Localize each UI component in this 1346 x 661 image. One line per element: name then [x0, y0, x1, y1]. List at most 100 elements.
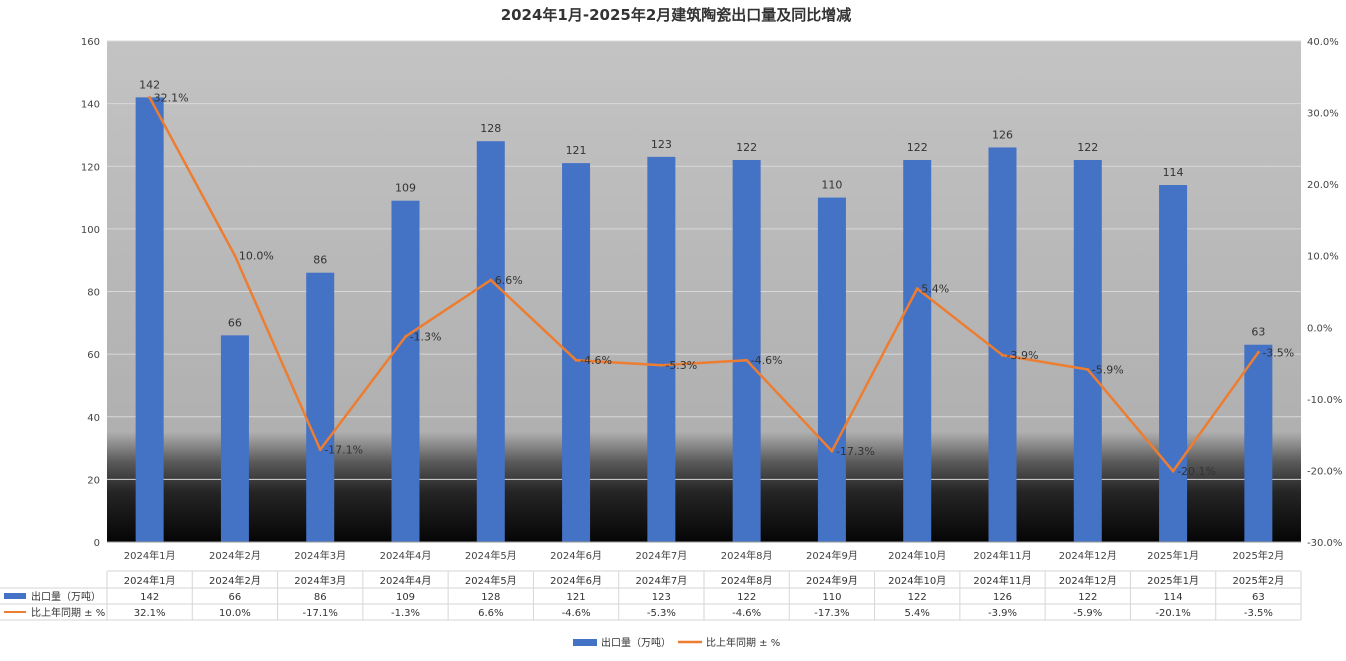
bar [817, 197, 846, 542]
line-data-label: -4.6% [580, 354, 612, 367]
table-header-cell: 2024年6月 [550, 574, 602, 587]
line-data-label: 32.1% [154, 92, 189, 105]
y-right-tick-label: 20.0% [1307, 180, 1339, 191]
line-data-label: 10.0% [239, 250, 274, 263]
line-point [1086, 368, 1090, 372]
line-point [1171, 469, 1175, 473]
line-point [915, 287, 919, 291]
table-cell: -4.6% [732, 608, 761, 619]
line-point [830, 449, 834, 453]
x-tick-label: 2024年2月 [209, 549, 261, 562]
table-cell: 6.6% [478, 608, 503, 619]
line-series: 32.1% 10.0% -17.1% -1.3% 6.6% -4.6% -5.3% -4.6%… [148, 92, 1294, 478]
table-cell: 126 [993, 592, 1012, 603]
table-cell: 122 [1078, 592, 1097, 603]
table-cell: -20.1% [1155, 608, 1190, 619]
y-left-tick-label: 100 [81, 225, 100, 236]
bar [903, 159, 932, 543]
bar-data-label: 142 [139, 78, 160, 91]
y-left-tick-label: 120 [81, 162, 100, 173]
line-point [1256, 350, 1260, 354]
table-cell: -1.3% [391, 608, 420, 619]
bar [732, 159, 761, 543]
table-cell: 66 [229, 592, 242, 603]
table-header-cell: 2024年4月 [380, 574, 432, 587]
table-header-cell: 2024年2月 [209, 574, 261, 587]
bar [1159, 185, 1188, 542]
y-right-tick-label: 0.0% [1307, 323, 1332, 334]
line-point [574, 358, 578, 362]
bar-data-label: 122 [907, 141, 928, 154]
x-tick-label: 2025年2月 [1232, 549, 1284, 562]
line-point [318, 448, 322, 452]
table-cell: 110 [822, 592, 841, 603]
bar [647, 156, 676, 542]
table-cell: 122 [737, 592, 756, 603]
table-cell: -5.3% [647, 608, 676, 619]
line-data-label: -20.1% [1177, 465, 1216, 478]
table-header-cell: 2024年12月 [1059, 574, 1117, 587]
line-data-label: -3.5% [1262, 346, 1294, 359]
line-point [1001, 353, 1004, 357]
y-right-tick-label: -10.0% [1307, 395, 1342, 406]
bar-data-label: 123 [651, 138, 672, 151]
bar-data-label: 128 [480, 122, 501, 135]
table-header-cell: 2024年1月 [124, 574, 176, 587]
table-cell: -3.9% [988, 608, 1017, 619]
table-cell: -17.3% [814, 608, 849, 619]
table-cell: 109 [396, 592, 415, 603]
table-cell: 86 [314, 592, 327, 603]
table-cell: -4.6% [562, 608, 591, 619]
bar-data-label: 66 [228, 316, 242, 329]
table-cell: 32.1% [134, 608, 166, 619]
table-legend-swatch [4, 593, 26, 599]
table-header-cell: 2024年8月 [721, 574, 773, 587]
y-left-tick-label: 160 [81, 37, 100, 48]
y-left-tick-label: 140 [81, 100, 100, 111]
table-header-cell: 2024年11月 [973, 574, 1031, 587]
bar [306, 272, 335, 542]
bar [476, 141, 505, 542]
bar-data-label: 109 [395, 182, 416, 195]
bar-data-label: 114 [1163, 166, 1184, 179]
y-left-tick-label: 20 [87, 475, 100, 486]
data-table: 2024年1月 2024年2月 2024年3月 2024年4月 2024年5月 2024年… [0, 570, 1302, 621]
x-tick-label: 2024年10月 [888, 549, 946, 562]
x-tick-label: 2024年12月 [1059, 549, 1117, 562]
bar-data-label: 86 [313, 254, 327, 267]
line-data-label: 5.4% [921, 283, 949, 296]
x-tick-label: 2024年3月 [294, 549, 346, 562]
table-cell: 122 [908, 592, 927, 603]
y-left-tick-label: 80 [87, 288, 100, 299]
bar-data-label: 122 [736, 141, 757, 154]
x-tick-label: 2024年7月 [635, 549, 687, 562]
x-tick-label: 2024年4月 [380, 549, 432, 562]
line-data-label: -5.3% [665, 359, 697, 372]
bar-data-label: 122 [1077, 141, 1098, 154]
bar [135, 97, 164, 543]
legend: 出口量（万吨） 比上年同期 ± % [573, 636, 780, 649]
x-tick-label: 2024年9月 [806, 549, 858, 562]
line-point [659, 363, 663, 367]
table-header-cell: 2025年2月 [1232, 574, 1284, 587]
line-point [233, 254, 237, 258]
line-point [489, 278, 493, 282]
y-right-tick-label: 30.0% [1307, 109, 1339, 120]
table-cell: 121 [567, 592, 586, 603]
line-point [745, 358, 749, 362]
table-header-cell: 2024年5月 [465, 574, 517, 587]
table-cell: 142 [140, 592, 159, 603]
line-point [404, 335, 407, 339]
axes: 0 20 40 60 80 100 120 140 160 -30.0% -20.0% -10.0% 0… [81, 37, 1342, 562]
chart-title: 2024年1月-2025年2月建筑陶瓷出口量及同比增减 [501, 6, 852, 24]
y-left-tick-label: 0 [94, 538, 100, 549]
y-left-tick-label: 40 [87, 413, 100, 424]
table-row-label: 出口量（万吨） [31, 590, 101, 603]
table-cell: 128 [481, 592, 500, 603]
bar [988, 147, 1017, 542]
bar-data-label: 110 [821, 179, 842, 192]
table-header-cell: 2024年9月 [806, 574, 858, 587]
legend-label: 出口量（万吨） [601, 636, 671, 649]
line-data-label: -4.6% [751, 354, 783, 367]
